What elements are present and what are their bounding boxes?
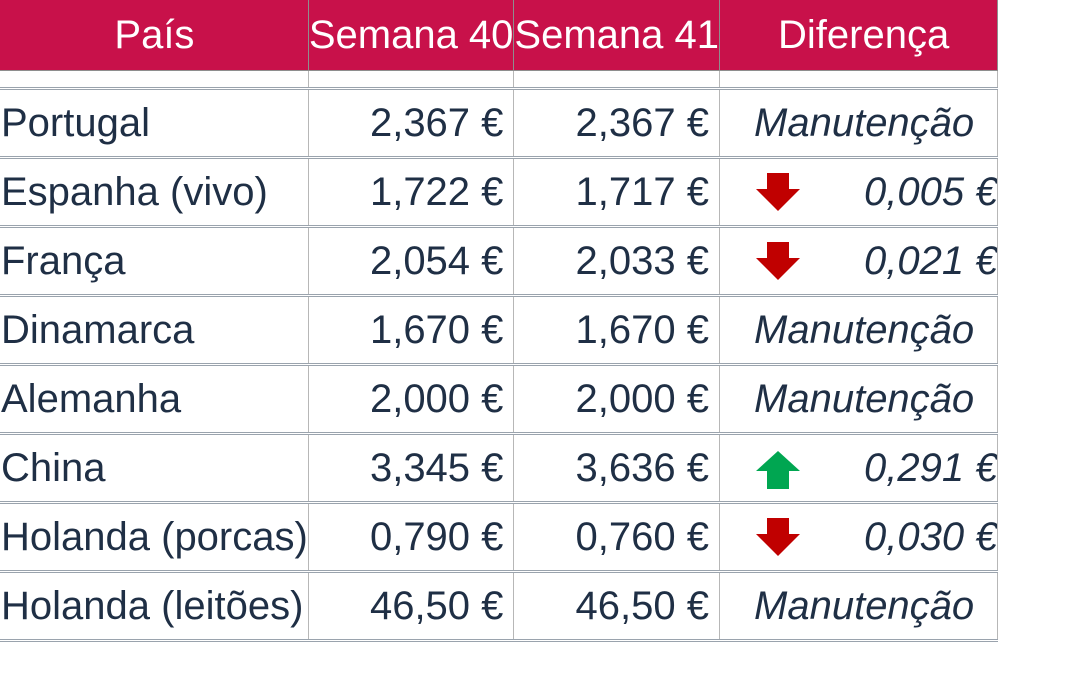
difference-value: 0,030 € — [864, 515, 998, 560]
arrow-up-icon — [754, 449, 802, 489]
table-row: Alemanha 2,000 €2,000 € Manutenção — [0, 364, 999, 435]
table-row: Dinamarca 1,670 €1,670 € Manutenção — [0, 295, 999, 366]
cell-country: Holanda (leitões) — [0, 571, 309, 642]
table-row: China 3,345 €3,636 € 0,291 € — [0, 433, 999, 504]
cell-difference: 0,030 € — [719, 502, 999, 573]
cell-difference: 0,021 € — [719, 226, 999, 297]
cell-week-41-price: 2,000 € — [513, 364, 721, 435]
table-spacer-row — [0, 70, 999, 90]
header-week-40: Semana 40 — [307, 0, 515, 71]
cell-week-41-price: 0,760 € — [513, 502, 721, 573]
table-row: Espanha (vivo) 1,722 €1,717 € 0,005 € — [0, 157, 999, 228]
header-week-41: Semana 41 — [513, 0, 721, 71]
cell-country: França — [0, 226, 309, 297]
cell-week-41-price: 46,50 € — [513, 571, 721, 642]
cell-week-40-price: 2,367 € — [307, 88, 515, 159]
cell-difference: 0,291 € — [719, 433, 999, 504]
cell-difference: Manutenção — [719, 571, 999, 642]
price-comparison-table: País Semana 40 Semana 41 Diferença Portu… — [0, 0, 999, 642]
arrow-down-icon — [754, 517, 802, 558]
header-difference: Diferença — [719, 0, 999, 71]
cell-week-41-price: 1,717 € — [513, 157, 721, 228]
cell-week-40-price: 2,000 € — [307, 364, 515, 435]
difference-value: Manutenção — [754, 584, 975, 629]
cell-week-41-price: 2,367 € — [513, 88, 721, 159]
cell-week-40-price: 0,790 € — [307, 502, 515, 573]
cell-week-41-price: 3,636 € — [513, 433, 721, 504]
cell-difference: 0,005 € — [719, 157, 999, 228]
cell-country: Portugal — [0, 88, 309, 159]
arrow-down-icon — [754, 172, 802, 213]
cell-country: Alemanha — [0, 364, 309, 435]
arrow-down-icon — [754, 241, 802, 282]
difference-value: Manutenção — [754, 377, 975, 422]
table-row: Holanda (porcas) 0,790 €0,760 € 0,030 € — [0, 502, 999, 573]
table-row: França 2,054 €2,033 € 0,021 € — [0, 226, 999, 297]
cell-week-40-price: 46,50 € — [307, 571, 515, 642]
cell-country: China — [0, 433, 309, 504]
header-country: País — [0, 0, 309, 71]
difference-value: Manutenção — [754, 101, 975, 146]
table-row: Holanda (leitões) 46,50 €46,50 € Manutençã… — [0, 571, 999, 642]
table-header-row: País Semana 40 Semana 41 Diferença — [0, 0, 999, 71]
cell-week-40-price: 3,345 € — [307, 433, 515, 504]
cell-country: Holanda (porcas) — [0, 502, 309, 573]
cell-week-41-price: 1,670 € — [513, 295, 721, 366]
cell-difference: Manutenção — [719, 88, 999, 159]
difference-value: 0,291 € — [864, 446, 998, 491]
cell-difference: Manutenção — [719, 364, 999, 435]
difference-value: Manutenção — [754, 308, 975, 353]
cell-week-41-price: 2,033 € — [513, 226, 721, 297]
cell-week-40-price: 1,722 € — [307, 157, 515, 228]
difference-value: 0,021 € — [864, 239, 998, 284]
table-row: Portugal 2,367 €2,367 € Manutenção — [0, 88, 999, 159]
cell-country: Espanha (vivo) — [0, 157, 309, 228]
cell-difference: Manutenção — [719, 295, 999, 366]
difference-value: 0,005 € — [864, 170, 998, 215]
cell-week-40-price: 2,054 € — [307, 226, 515, 297]
cell-week-40-price: 1,670 € — [307, 295, 515, 366]
cell-country: Dinamarca — [0, 295, 309, 366]
